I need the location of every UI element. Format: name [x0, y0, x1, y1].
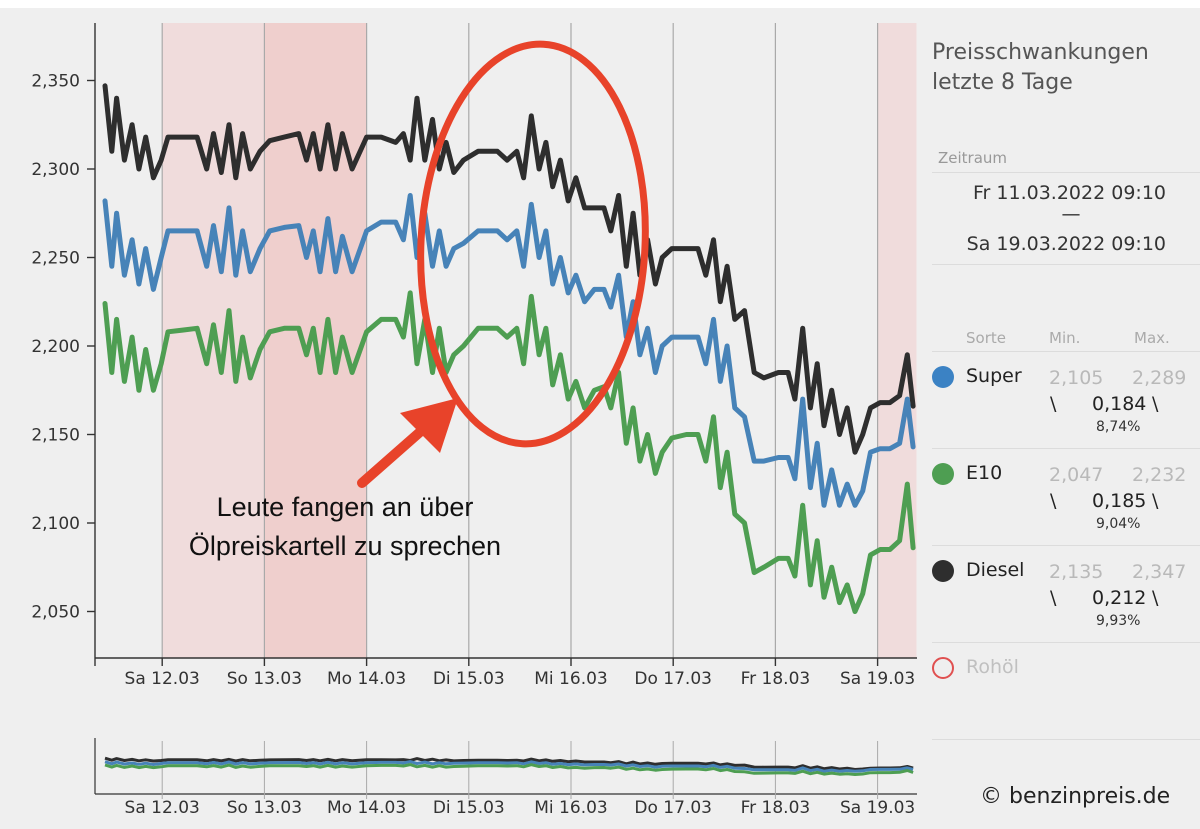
navigator-tick-label: Do 17.03: [634, 798, 712, 818]
panel-title: Preisschwankungen letzte 8 Tage: [932, 38, 1192, 98]
fuel-max: 2,289: [1132, 367, 1187, 389]
fuel-row-super[interactable]: Super 2,105 2,289 \ 0,184 \ 8,74%: [932, 359, 1200, 449]
navigator-tick-label: Fr 18.03: [741, 798, 811, 818]
weekend-shading: [877, 23, 917, 658]
divider: [932, 264, 1200, 265]
divider: [932, 172, 1200, 173]
header-min: Min.: [1049, 329, 1081, 347]
fuel-row-diesel[interactable]: Diesel 2,135 2,347 \ 0,212 \ 9,93%: [932, 553, 1200, 643]
period-from: Fr 11.03.2022 09:10: [973, 182, 1166, 204]
period-separator: —: [1061, 203, 1081, 225]
trend-down-icon: \: [1152, 393, 1159, 415]
y-tick-label: 2,300: [31, 160, 80, 180]
navigator-tick-label: Sa 12.03: [125, 798, 200, 818]
x-tick-label: So 13.03: [227, 669, 302, 689]
super-legend-dot: [932, 366, 954, 388]
series-line-e10: [102, 290, 916, 614]
x-tick-label: Sa 12.03: [125, 669, 200, 689]
period-label: Zeitraum: [938, 149, 1008, 167]
e10-legend-dot: [932, 463, 954, 485]
fuel-min: 2,047: [1049, 464, 1104, 486]
navigator-line-super: [104, 760, 914, 773]
divider: [932, 351, 1200, 352]
period-to: Sa 19.03.2022 09:10: [966, 233, 1166, 255]
crude-oil-toggle[interactable]: Rohöl: [932, 650, 1200, 690]
x-tick-label: Di 15.03: [433, 669, 505, 689]
fuel-percent: 9,93%: [1096, 613, 1141, 629]
panel-title-line1: Preisschwankungen: [932, 40, 1149, 65]
trend-down-icon: \: [1050, 587, 1057, 609]
y-tick-label: 2,350: [31, 72, 80, 92]
navigator-line-e10: [104, 763, 914, 776]
diesel-legend-dot: [932, 560, 954, 582]
x-tick-label: Mi 16.03: [534, 669, 607, 689]
navigator-tick-label: Mo 14.03: [327, 798, 406, 818]
y-tick-label: 2,200: [31, 337, 80, 357]
divider: [932, 448, 1200, 449]
divider: [932, 739, 1200, 740]
fuel-delta: 0,184: [1092, 393, 1147, 415]
y-tick-label: 2,050: [31, 603, 80, 623]
trend-down-icon: \: [1152, 490, 1159, 512]
divider: [932, 545, 1200, 546]
annotation-ellipse: [417, 40, 649, 448]
trend-down-icon: \: [1050, 490, 1057, 512]
fuel-row-e10[interactable]: E10 2,047 2,232 \ 0,185 \ 9,04%: [932, 456, 1200, 546]
crude-label: Rohöl: [966, 656, 1019, 678]
x-tick-label: Sa 19.03: [840, 669, 915, 689]
fuel-max: 2,347: [1132, 561, 1187, 583]
fuel-name: Super: [966, 365, 1022, 387]
fuel-name: Diesel: [966, 559, 1025, 581]
trend-down-icon: \: [1152, 587, 1159, 609]
x-tick-label: Do 17.03: [634, 669, 712, 689]
fuel-delta: 0,185: [1092, 490, 1147, 512]
trend-down-icon: \: [1050, 393, 1057, 415]
navigator-tick-label: So 13.03: [227, 798, 302, 818]
navigator-tick-label: Mi 16.03: [534, 798, 607, 818]
series-line-super: [102, 193, 916, 508]
price-chart: 2,350 2,300 2,250 2,200 2,150 2,100 2,050 Sa 12…: [31, 23, 917, 818]
header-sort: Sorte: [966, 329, 1006, 347]
fuel-min: 2,105: [1049, 367, 1104, 389]
chart-frame: 2,350 2,300 2,250 2,200 2,150 2,100 2,050 Sa 12…: [0, 8, 1200, 829]
fuel-name: E10: [966, 462, 1003, 484]
navigator-line-diesel: [104, 756, 914, 771]
fuel-min: 2,135: [1049, 561, 1104, 583]
x-tick-label: Fr 18.03: [741, 669, 811, 689]
x-tick-label: Mo 14.03: [327, 669, 406, 689]
fuel-max: 2,232: [1132, 464, 1187, 486]
copyright: © benzinpreis.de: [980, 784, 1171, 809]
navigator-tick-label: Di 15.03: [433, 798, 505, 818]
fuel-percent: 8,74%: [1096, 419, 1141, 435]
annotation-text-line1: Leute fangen an über: [217, 492, 474, 522]
y-tick-label: 2,150: [31, 426, 80, 446]
weekend-shading: [162, 23, 265, 658]
series-line-diesel: [102, 83, 916, 455]
crude-legend-ring: [932, 657, 954, 679]
panel-title-line2: letzte 8 Tage: [932, 70, 1073, 95]
fuel-percent: 9,04%: [1096, 516, 1141, 532]
y-tick-label: 2,100: [31, 514, 80, 534]
annotation-text-line2: Ölpreiskartell zu sprechen: [189, 531, 501, 561]
y-tick-label: 2,250: [31, 249, 80, 269]
navigator-tick-label: Sa 19.03: [840, 798, 915, 818]
annotation-arrow-shaft: [357, 427, 425, 488]
fuel-delta: 0,212: [1092, 587, 1147, 609]
divider: [932, 642, 1200, 643]
annotation-arrow-head: [400, 398, 458, 453]
header-max: Max.: [1134, 329, 1170, 347]
